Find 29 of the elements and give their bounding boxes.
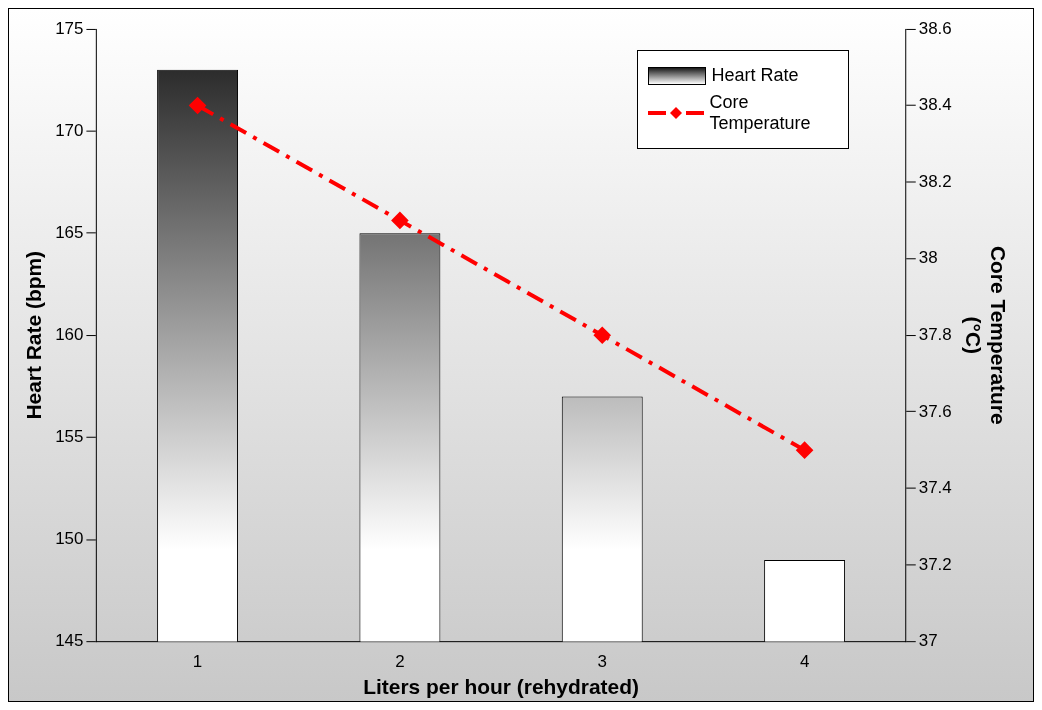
legend-label: Core Temperature: [709, 92, 812, 134]
y2-tick-label: 37.8: [918, 324, 952, 344]
y-tick-label: 145: [55, 631, 84, 651]
point: [796, 442, 813, 459]
y-tick-label: 165: [55, 222, 84, 242]
y2-tick-label: 37.6: [918, 401, 952, 421]
x-tick-label: 3: [597, 652, 607, 672]
y2-tick-label: 37.4: [918, 478, 952, 498]
y-tick-label: 170: [55, 120, 84, 140]
x-tick-label: 2: [395, 652, 405, 672]
point: [594, 327, 611, 344]
y2-tick-label: 38: [918, 248, 938, 268]
y2-tick-label: 38.2: [918, 171, 952, 191]
y-tick-label: 155: [55, 427, 84, 447]
y-tick-label: 150: [55, 529, 84, 549]
x-axis-title: Liters per hour (rehydrated): [363, 675, 640, 699]
y-tick-label: 160: [55, 324, 84, 344]
y2-tick-label: 38.6: [918, 18, 952, 38]
y2-axis-title: Core Temperature (°C): [961, 245, 1010, 425]
legend-label: Heart Rate: [711, 65, 800, 86]
point: [391, 212, 408, 229]
x-tick-label: 1: [192, 652, 203, 672]
point: [189, 97, 206, 114]
y-tick-label: 175: [55, 18, 84, 38]
y2-tick-label: 38.4: [918, 95, 952, 115]
y2-tick-label: 37.2: [918, 554, 952, 574]
x-tick-label: 4: [799, 652, 810, 672]
y-axis-title: Heart Rate (bpm): [22, 250, 46, 420]
y2-tick-label: 37: [918, 631, 938, 651]
